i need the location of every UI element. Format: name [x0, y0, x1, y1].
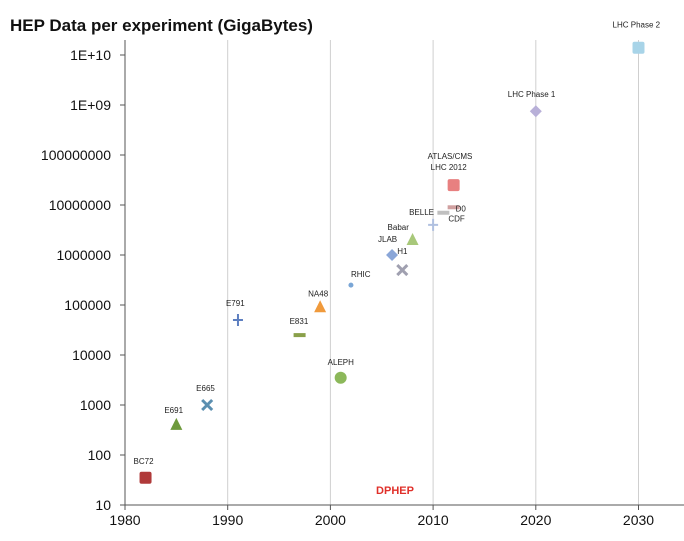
point-h1 — [396, 263, 409, 277]
point-lhc-phase-2 — [632, 41, 645, 54]
y-tick-label: 100000000 — [41, 147, 111, 163]
point-jlab — [386, 249, 399, 261]
point-rhic — [348, 282, 354, 288]
point-e831 — [293, 333, 306, 338]
x-tick-label: 2000 — [315, 512, 346, 528]
y-tick-label: 10 — [95, 497, 111, 513]
y-tick-label: 1E+09 — [70, 97, 111, 113]
data-label: LHC Phase 2 — [613, 21, 661, 30]
x-tick-label: 1980 — [109, 512, 140, 528]
data-label: CDF — [448, 215, 465, 224]
data-label: E791 — [226, 299, 245, 308]
point-cdf — [437, 210, 450, 215]
y-tick-labels: 10 100 1000 10000 100000 1000000 10000000 10000… — [41, 47, 111, 513]
data-points — [139, 41, 645, 484]
data-label: E831 — [290, 317, 309, 326]
x-tick-labels: 1980 1990 2000 2010 2020 2030 — [109, 512, 654, 528]
data-label: H1 — [397, 247, 408, 256]
data-label: BC72 — [134, 457, 155, 466]
point-e691 — [170, 417, 183, 430]
data-label: BELLE — [409, 208, 434, 217]
point-d0 — [447, 205, 460, 210]
point-belle — [428, 218, 439, 231]
point-atlas-cms-lhc-2012 — [447, 179, 460, 192]
point-na48 — [314, 300, 327, 313]
data-label: D0 — [456, 204, 467, 213]
y-tick-label: 1000000 — [56, 247, 111, 263]
y-tick-label: 1000 — [80, 397, 111, 413]
point-aleph — [334, 371, 347, 384]
x-tick-label: 2030 — [623, 512, 654, 528]
y-tick-label: 100 — [88, 447, 112, 463]
data-label: NA48 — [308, 289, 329, 298]
data-label: E691 — [164, 406, 183, 415]
data-label: JLAB — [378, 235, 397, 244]
point-e665 — [201, 398, 214, 412]
data-label: E665 — [196, 384, 215, 393]
x-tick-label: 1990 — [212, 512, 243, 528]
axes — [120, 40, 684, 510]
data-label: LHC Phase 1 — [508, 90, 556, 99]
y-tick-label: 10000000 — [49, 197, 112, 213]
data-label-atlas-cms: ATLAS/CMS LHC 2012 — [428, 152, 473, 172]
data-label: Babar — [388, 223, 410, 232]
chart-title: HEP Data per experiment (GigaBytes) — [10, 16, 313, 35]
y-tick-label: 10000 — [72, 347, 111, 363]
point-babar — [406, 232, 419, 245]
point-bc72 — [139, 471, 152, 484]
y-tick-label: 1E+10 — [70, 47, 111, 63]
point-lhc-phase-1 — [529, 105, 542, 118]
point-e791 — [232, 314, 243, 327]
data-label: ALEPH — [328, 358, 354, 367]
x-tick-label: 2010 — [418, 512, 449, 528]
x-tick-label: 2020 — [520, 512, 551, 528]
data-label: RHIC — [351, 270, 371, 279]
dphep-annotation: DPHEP — [376, 485, 414, 497]
gridlines — [227, 40, 639, 505]
y-tick-label: 100000 — [64, 297, 111, 313]
